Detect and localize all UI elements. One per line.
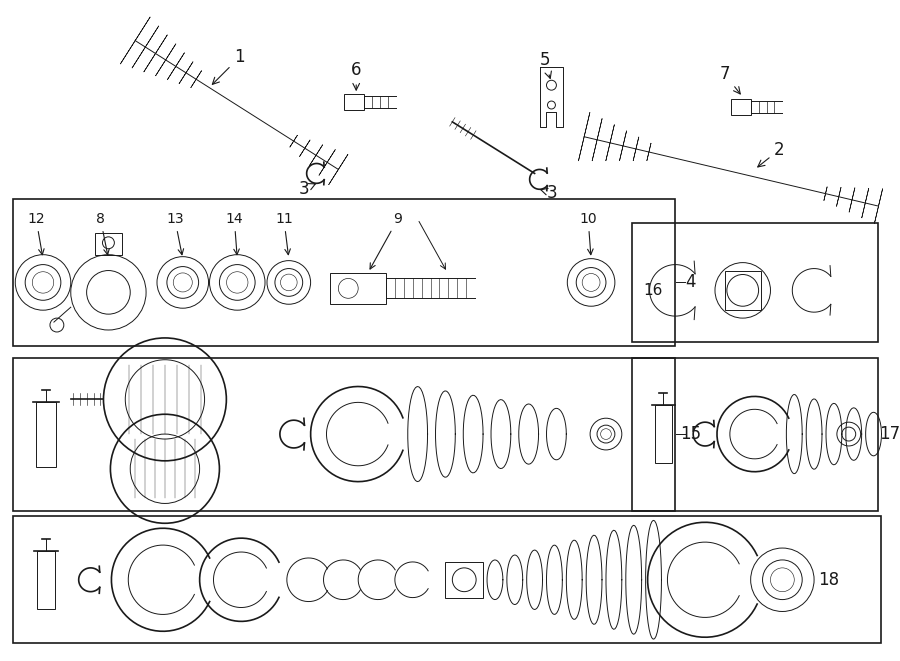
Text: 2: 2	[758, 141, 785, 167]
Bar	[37, 551, 55, 609]
Text: 12: 12	[27, 212, 45, 254]
Bar	[632, 358, 878, 512]
Bar	[446, 562, 483, 598]
Text: 3: 3	[299, 180, 315, 198]
Bar	[14, 199, 675, 346]
Text: 13: 13	[166, 212, 184, 254]
Text: 1: 1	[212, 48, 245, 85]
Bar	[724, 270, 760, 310]
Text: 4: 4	[685, 274, 696, 292]
Bar	[94, 233, 122, 254]
Text: 6: 6	[351, 61, 362, 90]
Bar	[14, 516, 881, 643]
Text: 16: 16	[644, 283, 663, 298]
Bar	[14, 358, 675, 512]
Bar	[632, 223, 878, 342]
Text: 10: 10	[580, 212, 597, 254]
Text: 8: 8	[96, 212, 109, 254]
Bar	[36, 403, 56, 467]
Text: 15: 15	[680, 425, 701, 443]
Bar	[345, 94, 364, 110]
Text: 7: 7	[720, 65, 741, 94]
Text: 17: 17	[879, 425, 900, 443]
Text: 11: 11	[275, 212, 292, 254]
Bar	[330, 272, 386, 304]
Text: 5: 5	[539, 52, 552, 79]
Text: 14: 14	[226, 212, 243, 254]
Text: 18: 18	[818, 570, 840, 589]
Bar	[731, 99, 751, 115]
Text: 9: 9	[370, 212, 402, 269]
Bar	[654, 405, 672, 463]
Text: 3: 3	[541, 184, 558, 202]
